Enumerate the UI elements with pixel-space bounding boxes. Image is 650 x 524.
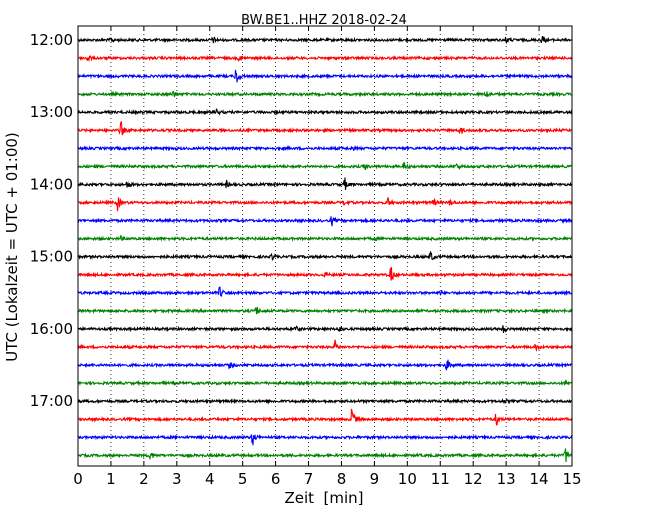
- trace-1700: [77, 397, 573, 405]
- trace-1415: [77, 197, 573, 212]
- x-tick-label: 14: [530, 470, 549, 488]
- x-tick-label: 12: [464, 470, 483, 488]
- x-tick-label: 4: [205, 470, 215, 488]
- trace-1530: [77, 286, 573, 297]
- trace-1615: [77, 339, 573, 352]
- x-tick-label: 3: [172, 470, 182, 488]
- trace-1545: [77, 306, 573, 315]
- x-tick-label: 8: [337, 470, 347, 488]
- x-tick-label: 9: [370, 470, 380, 488]
- y-tick-label: 12:00: [30, 31, 73, 49]
- trace-1200: [77, 35, 573, 45]
- trace-1715: [77, 408, 573, 426]
- y-tick-label: 13:00: [30, 103, 73, 121]
- plot-frame: [77, 25, 573, 467]
- trace-1400: [77, 177, 573, 190]
- trace-1345: [77, 161, 573, 171]
- x-tick-label: 15: [562, 470, 581, 488]
- grid-layer: [110, 26, 540, 466]
- trace-1730: [77, 434, 573, 446]
- chart-title: BW.BE1..HHZ 2018-02-24: [241, 13, 407, 28]
- trace-1300: [77, 108, 573, 116]
- trace-1330: [77, 144, 573, 152]
- trace-1215: [77, 54, 573, 63]
- trace-1645: [77, 379, 573, 387]
- x-tick-label: 6: [271, 470, 281, 488]
- x-tick-label: 2: [139, 470, 149, 488]
- trace-1515: [77, 267, 573, 281]
- trace-1430: [77, 216, 573, 227]
- y-axis-label: UTC (Lokalzeit = UTC + 01:00): [3, 132, 21, 362]
- trace-1500: [77, 251, 573, 261]
- x-tick-label: 10: [398, 470, 417, 488]
- y-tick-label: 14:00: [30, 175, 73, 193]
- y-tick-label: 17:00: [30, 392, 73, 410]
- y-tick-label: 15:00: [30, 248, 73, 266]
- trace-1445: [77, 234, 573, 242]
- x-tick-label: 5: [238, 470, 248, 488]
- x-tick-label: 0: [73, 470, 83, 488]
- trace-1745: [77, 448, 573, 463]
- x-tick-label: 1: [106, 470, 116, 488]
- trace-1630: [77, 359, 573, 371]
- trace-1230: [77, 69, 573, 83]
- x-axis-label: Zeit [min]: [284, 489, 363, 507]
- x-tick-label: 13: [497, 470, 516, 488]
- trace-1315: [77, 121, 573, 136]
- trace-layer: [77, 35, 573, 463]
- x-tick-label: 11: [431, 470, 450, 488]
- trace-1245: [77, 90, 573, 98]
- trace-1600: [77, 325, 573, 334]
- y-tick-label: 16:00: [30, 320, 73, 338]
- tick-layer: 0 1 2 3 4 5 6 7 8 9 10 11 12 13 14 1512:0013:0014:0015:…: [30, 26, 582, 488]
- x-tick-label: 7: [304, 470, 314, 488]
